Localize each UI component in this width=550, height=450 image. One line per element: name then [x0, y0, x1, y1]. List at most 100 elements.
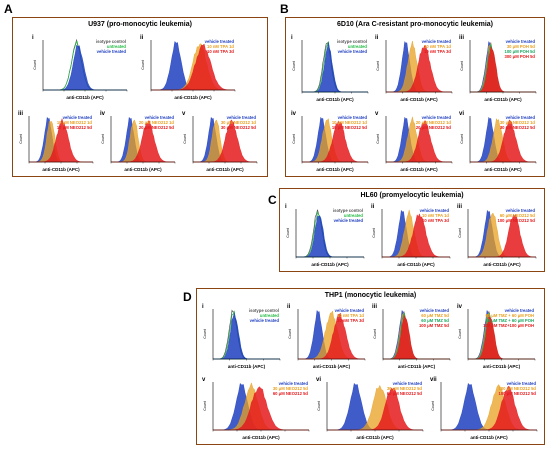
plot-a-v: v Count vehicle treated 30 μM NEO212 1d 30 μ… — [181, 108, 261, 174]
panel-c-title: HL60 (promyelocytic leukemia) — [360, 192, 464, 199]
legend-entry: vehicle treated — [422, 39, 452, 44]
x-axis-label: anti-CD11b (APC) — [397, 262, 435, 267]
legend-entry: 10 nM TPA 3d — [337, 318, 364, 323]
legend-entry: vehicle treated — [393, 381, 423, 386]
legend-entry: 60 μM TMZ + 60 μM POH — [485, 318, 534, 323]
plot-a-ii: ii Count vehicle treated 10 nM TPA 1d 10 nM … — [139, 32, 239, 102]
plot-numeral: iii — [459, 35, 464, 41]
plot-d-iv: iv Count vehicle treated 60 μM TMZ + 60 μM … — [456, 301, 539, 371]
x-axis-label: anti-CD11b (APC) — [311, 262, 349, 267]
plot-numeral: i — [291, 35, 293, 41]
legend-entry: 30 μM NEO212 5d — [387, 386, 423, 391]
x-axis-label: anti-CD11b (APC) — [400, 167, 438, 172]
y-axis-label: Count — [372, 228, 376, 238]
legend-entry: vehicle treated — [507, 381, 537, 386]
legend-entry: 20 μM NEO212 1d — [139, 120, 175, 125]
plot-numeral: ii — [375, 35, 379, 41]
y-axis-label: Count — [376, 134, 380, 144]
plot-numeral: vi — [316, 377, 321, 383]
y-axis-label: Count — [203, 401, 207, 411]
legend-entry: 30 μM NEO212 1d — [500, 120, 536, 125]
y-axis-label: Count — [33, 60, 37, 70]
plot-numeral: vi — [459, 111, 464, 117]
legend-entry: 20 μM NEO212 5d — [139, 125, 175, 130]
x-axis-label: anti-CD11b (APC) — [483, 364, 521, 369]
legend-entry: vehicle treated — [422, 115, 452, 120]
plot-numeral: iii — [457, 204, 462, 210]
legend-entry: 10 nM TPA 1d — [207, 44, 234, 49]
plot-numeral: iv — [457, 304, 463, 310]
legend-entry: 30 μM NEO212 5d — [273, 386, 309, 391]
panel-a-box: U937 (pro-monocytic leukemia) i Count isot… — [12, 17, 268, 177]
legend-entry: vehicle treated — [63, 115, 93, 120]
x-axis-label: anti-CD11b (APC) — [316, 97, 354, 102]
legend-entry: 10 nM TPA 1d — [337, 313, 364, 318]
panel-d-box: THP1 (monocytic leukemia) i Count isotype … — [196, 288, 545, 445]
plot-a-iv: iv Count vehicle treated 20 μM NEO212 1d 20 … — [99, 108, 179, 174]
panel-letter-b: B — [280, 2, 289, 16]
panel-a-title: U937 (pro-monocytic leukemia) — [88, 21, 192, 28]
plot-numeral: ii — [287, 304, 291, 310]
legend-entry: vehicle treated — [227, 115, 257, 120]
plot-d-i: i Count isotype control untreated vehicle tr… — [201, 301, 284, 371]
legend-entry: 100 μM NEO212 5d — [499, 386, 537, 391]
plot-numeral: iii — [372, 304, 377, 310]
y-axis-label: Count — [101, 134, 105, 144]
x-axis-label: anti-CD11b (APC) — [400, 97, 438, 102]
legend-entry: vehicle treated — [506, 39, 536, 44]
y-axis-label: Count — [292, 134, 296, 144]
plot-numeral: i — [285, 204, 287, 210]
plot-numeral: ii — [371, 204, 375, 210]
legend-entry: vehicle treated — [250, 318, 280, 323]
legend-entry: 10 μM NEO212 5d — [57, 125, 93, 130]
legend-entry: isotype control — [249, 308, 279, 313]
x-axis-label: anti-CD11b (APC) — [313, 364, 351, 369]
plot-b-iv: iv Count vehicle treated 10 μM NEO212 1d 10 … — [290, 108, 372, 174]
x-axis-label: anti-CD11b (APC) — [42, 167, 80, 172]
legend-entry: 10 nM TPA 1d — [424, 44, 451, 49]
legend-entry: 30 μM NEO212 1d — [221, 120, 257, 125]
legend-entry: vehicle treated — [334, 218, 364, 223]
legend-entry: vehicle treated — [420, 308, 450, 313]
plot-d-v: v Count vehicle treated 30 μM NEO212 5d 60 μ… — [201, 374, 313, 442]
legend-entry: 100 μM NEO212 5d — [498, 218, 536, 223]
plot-numeral: iv — [291, 111, 297, 117]
legend-entry: 60 μM TMZ + 60 μM POH — [485, 313, 534, 318]
plot-numeral: i — [32, 35, 34, 41]
legend-entry: 30 μM POH 5d — [507, 44, 536, 49]
plot-c-i: i Count isotype control untreated vehicle tr… — [284, 201, 368, 269]
x-axis-label: anti-CD11b (APC) — [398, 364, 436, 369]
legend-entry: 20 μM NEO212 5d — [416, 125, 452, 130]
legend-entry: 30 μM NEO212 5d — [221, 125, 257, 130]
legend-entry: 30 μM NEO212 5d — [500, 125, 536, 130]
plot-b-iii: iii Count vehicle treated 30 μM POH 5d 100 μ… — [458, 32, 540, 104]
y-axis-label: Count — [373, 329, 377, 339]
legend-entry: 300 μM POH 5d — [505, 54, 536, 59]
plot-numeral: vii — [430, 377, 437, 383]
x-axis-label: anti-CD11b (APC) — [483, 262, 521, 267]
plot-b-i: i Count isotype control untreated vehicle tr… — [290, 32, 372, 104]
legend-entry: 10 μM NEO212 1d — [57, 120, 93, 125]
plot-b-ii: ii Count vehicle treated 10 nM TPA 1d 10 nM … — [374, 32, 456, 104]
legend-entry: isotype control — [96, 39, 126, 44]
panel-b-title: 6D10 (Ara C-resistant pro-monocytic leuk… — [337, 21, 493, 28]
panel-c-box: HL60 (promyelocytic leukemia) i Count isot… — [279, 188, 545, 272]
x-axis-label: anti-CD11b (APC) — [206, 167, 244, 172]
y-axis-label: Count — [460, 134, 464, 144]
x-axis-label: anti-CD11b (APC) — [242, 435, 280, 440]
legend-entry: 100 μM POH 5d — [505, 49, 536, 54]
y-axis-label: Count — [458, 329, 462, 339]
legend-entry: vehicle treated — [506, 115, 536, 120]
plot-numeral: iv — [100, 111, 106, 117]
legend-entry: untreated — [260, 313, 280, 318]
